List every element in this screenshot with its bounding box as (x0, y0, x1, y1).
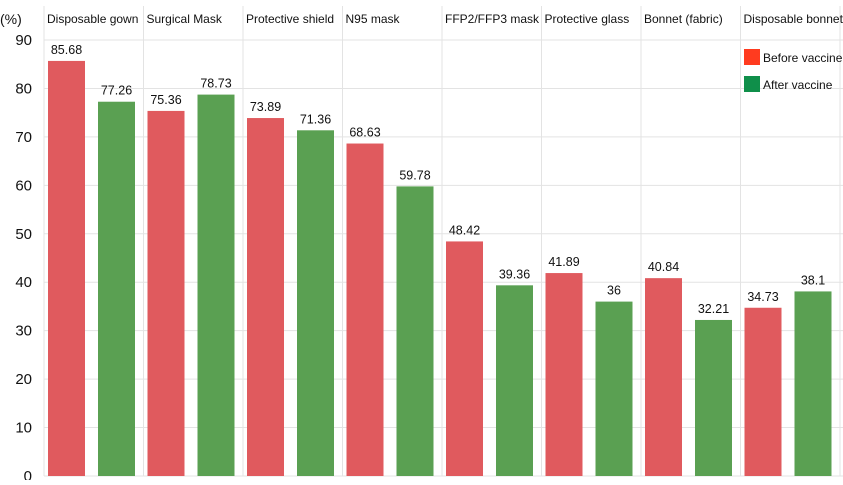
data-label: 85.68 (51, 43, 82, 57)
data-label: 39.36 (499, 267, 530, 281)
y-tick-label: 90 (15, 32, 32, 49)
bar-after-vaccine (695, 320, 732, 476)
bar-before-vaccine (645, 278, 682, 476)
bar-after-vaccine (397, 186, 434, 476)
y-axis-unit: (%) (0, 11, 22, 27)
y-tick-label: 10 (15, 420, 32, 437)
data-label: 73.89 (250, 100, 281, 114)
data-label: 41.89 (548, 255, 579, 269)
category-label: Disposable gown (47, 12, 138, 26)
bar-after-vaccine (596, 302, 633, 476)
category-label: N95 mask (346, 12, 401, 26)
legend-label: Before vaccine (763, 51, 843, 65)
legend: Before vaccine After vaccine (744, 49, 843, 92)
y-axis: (%) 0 10 20 30 40 50 60 70 80 90 (0, 11, 32, 480)
y-tick-label: 0 (24, 468, 32, 480)
bar-after-vaccine (795, 291, 832, 476)
y-tick-label: 60 (15, 177, 32, 194)
bar-before-vaccine (546, 273, 583, 476)
y-tick-label: 50 (15, 226, 32, 243)
category-label: Protective shield (246, 12, 334, 26)
y-tick-label: 20 (15, 371, 32, 388)
bar-before-vaccine (247, 118, 284, 476)
data-label: 71.36 (300, 112, 331, 126)
data-label: 68.63 (349, 126, 380, 140)
bar-after-vaccine (297, 130, 334, 476)
data-label: 75.36 (150, 93, 181, 107)
legend-swatch (744, 76, 760, 92)
legend-label: After vaccine (763, 78, 833, 92)
y-tick-label: 40 (15, 274, 32, 291)
bar-after-vaccine (198, 95, 235, 476)
category-label: Surgical Mask (147, 12, 223, 26)
data-label: 38.1 (801, 273, 825, 287)
category-label: Protective glass (545, 12, 630, 26)
y-tick-label: 30 (15, 323, 32, 340)
legend-swatch (744, 49, 760, 65)
bar-before-vaccine (48, 61, 85, 476)
bar-before-vaccine (347, 144, 384, 476)
bar-after-vaccine (98, 102, 135, 476)
data-label: 59.78 (399, 168, 430, 182)
y-tick-label: 70 (15, 129, 32, 146)
data-label: 32.21 (698, 302, 729, 316)
bar-before-vaccine (446, 241, 483, 476)
data-label: 78.73 (200, 77, 231, 91)
category-label: FFP2/FFP3 mask (445, 12, 540, 26)
y-tick-label: 80 (15, 80, 32, 97)
category-label: Bonnet (fabric) (644, 12, 723, 26)
data-label: 36 (607, 284, 621, 298)
bar-before-vaccine (745, 308, 782, 476)
category-label: Disposable bonnet (744, 12, 843, 26)
category-labels: Disposable gown Surgical Mask Protective s… (47, 12, 843, 26)
bar-after-vaccine (496, 285, 533, 476)
data-label: 34.73 (747, 290, 778, 304)
bar-before-vaccine (148, 111, 185, 476)
data-label: 48.42 (449, 223, 480, 237)
bars (48, 61, 832, 476)
data-label: 77.26 (101, 84, 132, 98)
data-label: 40.84 (648, 260, 679, 274)
